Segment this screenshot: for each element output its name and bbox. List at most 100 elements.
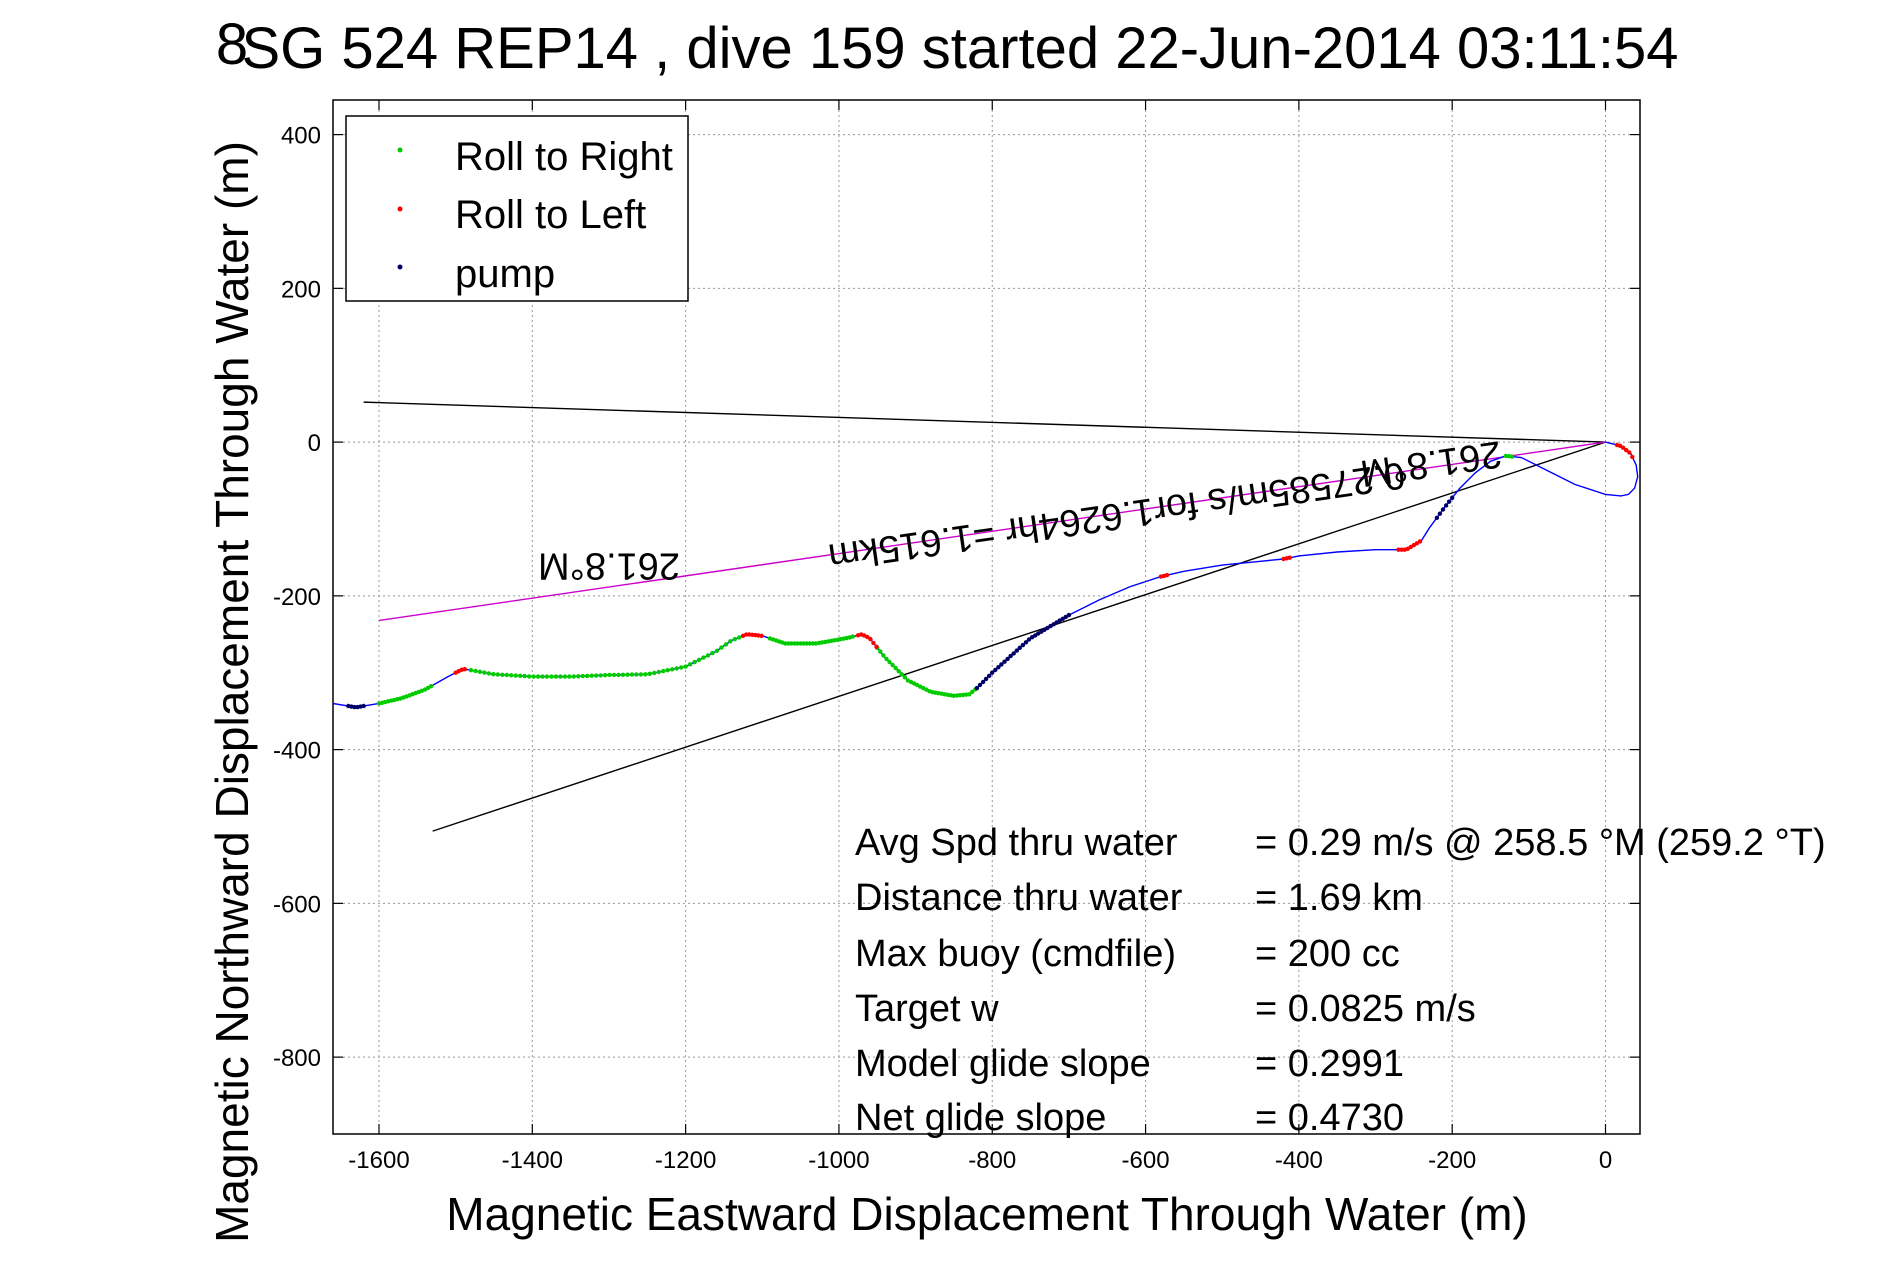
roll-right-marker [728, 639, 733, 644]
roll-right-marker [544, 674, 550, 679]
roll-right-marker [513, 673, 518, 678]
roll-right-marker [670, 667, 675, 672]
roll-right-marker [665, 668, 670, 673]
roll-left-marker [1630, 454, 1635, 460]
roll-right-marker [896, 669, 901, 674]
roll-right-marker [899, 672, 904, 677]
x-tick-label: -1000 [808, 1147, 869, 1174]
roll-right-marker [531, 674, 536, 679]
pump-marker [1440, 507, 1446, 512]
pump-marker [987, 673, 992, 678]
reference-lines [363, 401, 1606, 832]
stat-value-max-buoy: = 200 cc [1255, 933, 1400, 975]
roll-right-marker [594, 673, 599, 678]
pump-marker [996, 665, 1001, 670]
roll-right-marker [687, 662, 693, 667]
roll-right-marker [428, 684, 434, 689]
roll-right-marker [881, 653, 886, 658]
roll-right-marker [719, 645, 724, 650]
roll-right-marker [518, 673, 523, 678]
pump-marker [1002, 659, 1007, 664]
pump-marker [1437, 511, 1443, 516]
roll-right-marker [598, 673, 603, 678]
roll-right-marker [683, 664, 688, 669]
roll-left-marker [1417, 539, 1423, 544]
pump-marker [1005, 656, 1010, 662]
stat-label-max-buoy: Max buoy (cmdfile) [855, 933, 1176, 975]
roll-right-marker [473, 668, 478, 674]
roll-left-marker [874, 644, 879, 649]
roll-right-marker [643, 672, 648, 677]
pump-marker [980, 679, 986, 685]
roll-right-marker [625, 672, 630, 677]
roll-right-marker [652, 670, 657, 676]
x-tick-label: -600 [1122, 1147, 1170, 1174]
legend-marker-roll-left [397, 206, 403, 212]
x-axis-label: Magnetic Eastward Displacement Through W… [446, 1188, 1527, 1240]
roll-right-marker [887, 659, 892, 665]
y-tick-label: -600 [273, 891, 321, 918]
roll-left-marker [1396, 547, 1401, 552]
reference-line-2 [378, 441, 1606, 622]
roll-right-marker [661, 668, 666, 674]
roll-right-marker [638, 672, 644, 677]
roll-right-marker [495, 672, 500, 677]
roll-left-marker [1399, 547, 1404, 552]
pump-marker [1011, 651, 1016, 656]
roll-right-marker [562, 674, 568, 679]
y-tick-label: -800 [273, 1045, 321, 1072]
x-tick-label: -800 [968, 1147, 1016, 1174]
roll-right-marker [798, 641, 803, 646]
roll-right-marker [535, 674, 541, 679]
roll-right-marker [967, 692, 972, 697]
roll-right-marker [553, 674, 559, 679]
x-tick-label: -400 [1275, 1147, 1323, 1174]
pump-marker [974, 685, 980, 691]
roll-right-marker [679, 665, 684, 670]
pump-marker [1014, 648, 1019, 653]
roll-right-marker [468, 668, 474, 673]
y-tick-label: -400 [273, 738, 321, 765]
roll-right-marker [607, 672, 612, 678]
pump-marker [361, 703, 366, 709]
roll-right-marker [482, 670, 487, 675]
pump-marker [1020, 642, 1026, 648]
pump-marker [1450, 495, 1455, 500]
pump-marker [1026, 637, 1032, 642]
roll-right-marker [723, 642, 729, 647]
roll-right-marker [647, 671, 652, 676]
roll-right-marker [540, 674, 545, 679]
stat-label-avg-speed: Avg Spd thru water [855, 822, 1178, 864]
roll-right-marker [522, 673, 527, 679]
pump-marker [1446, 499, 1452, 504]
y-tick-label: 0 [308, 430, 321, 457]
roll-right-marker [789, 641, 794, 646]
pump-marker [990, 670, 995, 675]
pump-marker [1008, 653, 1013, 659]
roll-right-marker [571, 674, 576, 679]
pump-marker [1434, 515, 1440, 520]
roll-right-marker [558, 674, 563, 679]
pump-marker [1066, 612, 1072, 618]
stat-label-net-glide: Net glide slope [855, 1097, 1106, 1139]
roll-right-marker [576, 674, 581, 679]
roll-right-marker [692, 659, 697, 665]
roll-left-marker [1287, 555, 1292, 560]
stat-label-distance: Distance thru water [855, 877, 1183, 919]
roll-left-marker [759, 633, 764, 638]
y-axis-ticks: -800 -600 -400 -200 0 200 400 [273, 123, 1640, 1072]
pump-marker [977, 682, 983, 688]
roll-right-marker [477, 669, 483, 674]
roll-right-marker [795, 641, 800, 646]
pump-marker [999, 662, 1004, 667]
stat-value-net-glide: = 0.4730 [1255, 1097, 1404, 1139]
roll-right-marker [786, 641, 791, 646]
chart-title-overlay: 8 [216, 12, 248, 77]
legend: Roll to Right Roll to Left pump [345, 115, 689, 302]
roll-left-marker [462, 667, 467, 672]
roll-right-marker [850, 634, 855, 639]
roll-left-marker [868, 636, 873, 642]
roll-right-marker [616, 672, 621, 678]
roll-right-marker [710, 650, 715, 656]
roll-left-marker [865, 634, 870, 640]
